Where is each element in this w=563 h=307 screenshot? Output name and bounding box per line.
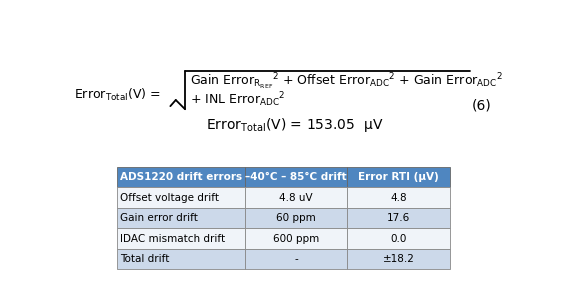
Bar [245, 228, 347, 249]
Bar [117, 249, 245, 269]
Bar [347, 167, 450, 188]
Bar [117, 188, 245, 208]
Bar [117, 208, 245, 228]
Bar [245, 208, 347, 228]
Bar [245, 167, 347, 188]
Text: 0.0: 0.0 [390, 234, 406, 244]
Text: 600 ppm: 600 ppm [273, 234, 319, 244]
Bar [245, 249, 347, 269]
Text: Offset voltage drift: Offset voltage drift [120, 193, 219, 203]
Text: Error RTI (μV): Error RTI (μV) [358, 172, 439, 182]
Text: Gain Error$_{\mathregular{R_{REF}}}$$^{\mathregular{2}}$ + Offset Error$_{\mathr: Gain Error$_{\mathregular{R_{REF}}}$$^{\… [190, 72, 503, 92]
Bar [347, 249, 450, 269]
Text: –40°C – 85°C drift: –40°C – 85°C drift [245, 172, 347, 182]
Text: Error$_{\mathregular{Total}}$(V) =: Error$_{\mathregular{Total}}$(V) = [74, 87, 161, 103]
Text: Total drift: Total drift [120, 254, 169, 264]
Text: Error$_{\mathregular{Total}}$(V) = 153.05  $\mathregular{\mu}$V: Error$_{\mathregular{Total}}$(V) = 153.0… [206, 116, 383, 134]
Text: 4.8 uV: 4.8 uV [279, 193, 313, 203]
Text: + INL Error$_{\mathregular{ADC}}$$^{\mathregular{2}}$: + INL Error$_{\mathregular{ADC}}$$^{\mat… [190, 91, 286, 109]
Bar [347, 188, 450, 208]
Bar [117, 167, 245, 188]
Text: ±18.2: ±18.2 [382, 254, 414, 264]
Text: ADS1220 drift errors: ADS1220 drift errors [120, 172, 242, 182]
Bar [245, 188, 347, 208]
Text: 60 ppm: 60 ppm [276, 213, 316, 223]
Text: (6): (6) [471, 98, 491, 112]
Bar [347, 208, 450, 228]
Text: IDAC mismatch drift: IDAC mismatch drift [120, 234, 225, 244]
Text: -: - [294, 254, 298, 264]
Bar [117, 228, 245, 249]
Text: 4.8: 4.8 [390, 193, 407, 203]
Text: Gain error drift: Gain error drift [120, 213, 198, 223]
Bar [347, 228, 450, 249]
Text: 17.6: 17.6 [387, 213, 410, 223]
